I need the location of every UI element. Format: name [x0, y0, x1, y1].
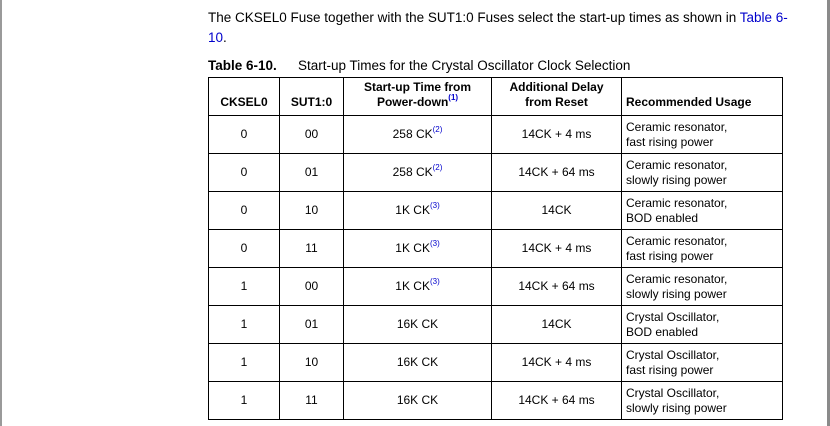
cell-usage: Ceramic resonator, slowly rising power: [621, 267, 783, 306]
usage-line1: Ceramic resonator,: [626, 271, 728, 286]
footnote-ref[interactable]: (3): [429, 239, 440, 248]
header-startup: Start-up Time from Power-down(1): [343, 77, 492, 116]
table-title: Start-up Times for the Crystal Oscillato…: [298, 58, 631, 73]
cell-usage: Ceramic resonator, slowly rising power: [621, 153, 783, 192]
cell-startup: 258 CK(2): [343, 153, 492, 192]
cell-sut: 10: [279, 191, 344, 230]
usage-line2: slowly rising power: [626, 172, 727, 187]
header-delay-line1: Additional Delay: [509, 80, 604, 94]
cell-delay: 14CK: [491, 191, 622, 230]
table-row: 0 00 258 CK(2) 14CK + 4 ms Ceramic reson…: [208, 115, 783, 154]
header-delay-line2: from Reset: [525, 95, 588, 109]
page-border-right: [827, 0, 830, 426]
table-row: 1 00 1K CK(3) 14CK + 64 ms Ceramic reson…: [208, 267, 783, 306]
cell-sut: 11: [279, 381, 344, 420]
header-startup-line1: Start-up Time from: [363, 80, 472, 94]
usage-line2: fast rising power: [626, 362, 714, 377]
startup-value: 16K CK: [396, 317, 439, 331]
cell-startup: 258 CK(2): [343, 115, 492, 154]
cell-usage: Crystal Oscillator, BOD enabled: [621, 305, 783, 344]
usage-line1: Crystal Oscillator,: [626, 347, 720, 362]
usage-line1: Ceramic resonator,: [626, 195, 728, 210]
cell-sut: 00: [279, 115, 344, 154]
cell-cksel0: 1: [208, 381, 280, 420]
startup-value: 16K CK: [396, 393, 439, 407]
usage-line1: Ceramic resonator,: [626, 157, 728, 172]
cell-cksel0: 0: [208, 115, 280, 154]
footnote-ref[interactable]: (3): [429, 201, 440, 210]
cell-startup: 16K CK: [343, 343, 492, 382]
table-row: 0 10 1K CK(3) 14CK Ceramic resonator, BOD…: [208, 191, 783, 230]
cell-sut: 01: [279, 153, 344, 192]
usage-line2: BOD enabled: [626, 210, 699, 225]
footnote-ref[interactable]: (2): [432, 125, 443, 134]
cell-startup: 1K CK(3): [343, 191, 492, 230]
startup-value: 258 CK: [392, 127, 433, 141]
cell-delay: 14CK + 64 ms: [491, 381, 622, 420]
cell-sut: 10: [279, 343, 344, 382]
cell-usage: Ceramic resonator, fast rising power: [621, 229, 783, 268]
startup-value: 1K CK: [395, 203, 430, 217]
footnote-ref[interactable]: (1): [448, 93, 459, 102]
cell-startup: 1K CK(3): [343, 229, 492, 268]
table-number: Table 6-10.: [208, 58, 277, 73]
startup-value: 1K CK: [395, 279, 430, 293]
table-row: 1 10 16K CK 14CK + 4 ms Crystal Oscillat…: [208, 343, 783, 382]
cell-sut: 00: [279, 267, 344, 306]
intro-text: The CKSEL0 Fuse together with the SUT1:0…: [208, 10, 740, 25]
intro-paragraph: The CKSEL0 Fuse together with the SUT1:0…: [208, 8, 793, 48]
cell-delay: 14CK + 4 ms: [491, 229, 622, 268]
startup-value: 258 CK: [392, 165, 433, 179]
table-caption: Table 6-10. Start-up Times for the Crysta…: [208, 57, 793, 75]
usage-line1: Ceramic resonator,: [626, 233, 728, 248]
cell-cksel0: 0: [208, 191, 280, 230]
usage-line2: fast rising power: [626, 134, 714, 149]
header-startup-line2: Power-down: [376, 95, 449, 109]
usage-line1: Crystal Oscillator,: [626, 309, 720, 324]
footnote-ref[interactable]: (2): [432, 163, 443, 172]
cell-sut: 11: [279, 229, 344, 268]
cell-usage: Crystal Oscillator, slowly rising power: [621, 381, 783, 420]
cell-startup: 1K CK(3): [343, 267, 492, 306]
intro-end: .: [223, 30, 227, 45]
header-sut: SUT1:0: [279, 77, 344, 116]
header-cksel0: CKSEL0: [208, 77, 280, 116]
table-row: 1 11 16K CK 14CK + 64 ms Crystal Oscilla…: [208, 381, 783, 420]
footnote-ref[interactable]: (3): [429, 277, 440, 286]
usage-line1: Crystal Oscillator,: [626, 385, 720, 400]
startup-value: 1K CK: [395, 241, 430, 255]
cell-delay: 14CK + 4 ms: [491, 115, 622, 154]
table-row: 1 01 16K CK 14CK Crystal Oscillator, BOD …: [208, 305, 783, 344]
startup-value: 16K CK: [396, 355, 439, 369]
table-row: 0 01 258 CK(2) 14CK + 64 ms Ceramic reso…: [208, 153, 783, 192]
cell-delay: 14CK: [491, 305, 622, 344]
table-row: 0 11 1K CK(3) 14CK + 4 ms Ceramic resona…: [208, 229, 783, 268]
usage-line2: BOD enabled: [626, 324, 699, 339]
cell-cksel0: 1: [208, 343, 280, 382]
cell-startup: 16K CK: [343, 305, 492, 344]
header-usage: Recommended Usage: [621, 77, 783, 116]
table-reference-link[interactable]: Table 6-10: [208, 10, 788, 45]
cell-cksel0: 0: [208, 229, 280, 268]
cell-delay: 14CK + 4 ms: [491, 343, 622, 382]
cell-delay: 14CK + 64 ms: [491, 153, 622, 192]
table-header-row: CKSEL0 SUT1:0 Start-up Time from Power-do…: [208, 77, 783, 116]
header-delay: Additional Delay from Reset: [491, 77, 622, 116]
cell-delay: 14CK + 64 ms: [491, 267, 622, 306]
cell-sut: 01: [279, 305, 344, 344]
usage-line2: slowly rising power: [626, 400, 727, 415]
cell-usage: Ceramic resonator, BOD enabled: [621, 191, 783, 230]
usage-line1: Ceramic resonator,: [626, 119, 728, 134]
usage-line2: slowly rising power: [626, 286, 727, 301]
page-border-left: [0, 0, 2, 426]
cell-usage: Ceramic resonator, fast rising power: [621, 115, 783, 154]
cell-cksel0: 1: [208, 305, 280, 344]
cell-cksel0: 1: [208, 267, 280, 306]
startup-times-table: CKSEL0 SUT1:0 Start-up Time from Power-do…: [208, 77, 783, 420]
usage-line2: fast rising power: [626, 248, 714, 263]
cell-startup: 16K CK: [343, 381, 492, 420]
cell-usage: Crystal Oscillator, fast rising power: [621, 343, 783, 382]
cell-cksel0: 0: [208, 153, 280, 192]
